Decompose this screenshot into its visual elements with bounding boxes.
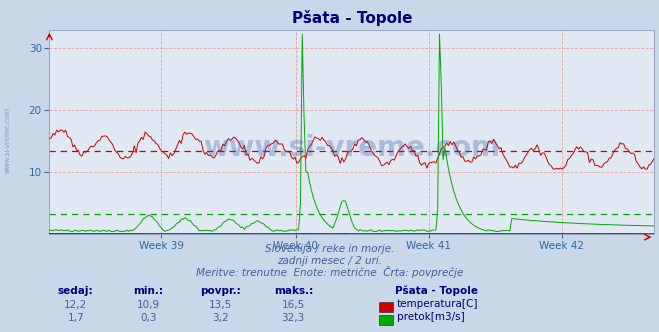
Text: 1,7: 1,7	[67, 313, 84, 323]
Text: Slovenija / reke in morje.: Slovenija / reke in morje.	[265, 244, 394, 254]
Text: 16,5: 16,5	[281, 300, 305, 310]
Text: povpr.:: povpr.:	[200, 286, 241, 296]
Text: min.:: min.:	[133, 286, 163, 296]
Text: temperatura[C]: temperatura[C]	[397, 299, 478, 309]
Text: sedaj:: sedaj:	[58, 286, 94, 296]
Text: pretok[m3/s]: pretok[m3/s]	[397, 312, 465, 322]
Text: 10,9: 10,9	[136, 300, 160, 310]
Title: Pšata - Topole: Pšata - Topole	[292, 10, 412, 26]
Text: www.si-vreme.com: www.si-vreme.com	[204, 134, 500, 162]
Text: Pšata - Topole: Pšata - Topole	[395, 285, 478, 296]
Text: 13,5: 13,5	[209, 300, 233, 310]
Text: Meritve: trenutne  Enote: metrične  Črta: povprečje: Meritve: trenutne Enote: metrične Črta: …	[196, 266, 463, 278]
Text: 32,3: 32,3	[281, 313, 305, 323]
Text: 12,2: 12,2	[64, 300, 88, 310]
Text: 0,3: 0,3	[140, 313, 157, 323]
Text: 3,2: 3,2	[212, 313, 229, 323]
Text: zadnji mesec / 2 uri.: zadnji mesec / 2 uri.	[277, 256, 382, 266]
Text: www.si-vreme.com: www.si-vreme.com	[5, 106, 11, 173]
Text: maks.:: maks.:	[273, 286, 313, 296]
